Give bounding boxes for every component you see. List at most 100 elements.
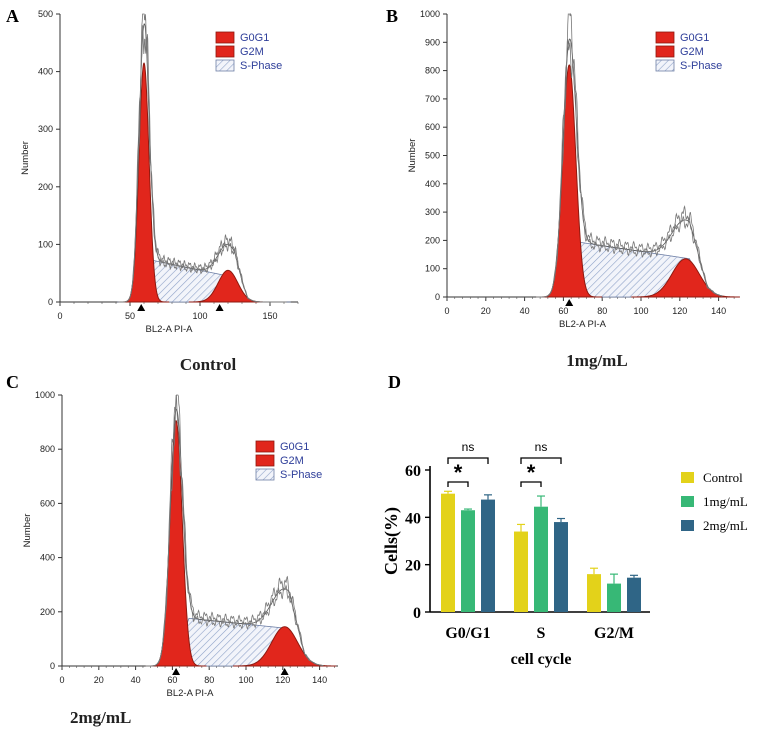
- legend-label: 2mg/mL: [703, 518, 748, 533]
- legend-label: 1mg/mL: [703, 494, 748, 509]
- legend-swatch-s-phase: [255, 468, 275, 481]
- x-tick-label: 120: [275, 675, 290, 685]
- x-tick-label: 80: [597, 306, 607, 316]
- x-tick-label: 80: [204, 675, 214, 685]
- measured-trace: [536, 38, 723, 298]
- panel-title: 1mg/mL: [566, 351, 627, 370]
- y-tick-label: 0: [413, 605, 421, 622]
- y-axis-label: Number: [407, 139, 418, 173]
- x-tick-label: 0: [444, 306, 449, 316]
- legend-label: G2M: [240, 46, 264, 58]
- x-tick-label: G2/M: [594, 625, 634, 642]
- star-bracket: [447, 481, 469, 487]
- y-tick-label: 0: [48, 297, 53, 307]
- legend-label: G0G1: [280, 441, 309, 453]
- x-axis-label: BL2-A PI-A: [146, 324, 194, 335]
- y-tick-label: 0: [50, 661, 55, 671]
- x-tick-label: 60: [167, 675, 177, 685]
- peak-marker: [137, 304, 146, 311]
- x-tick-label: 150: [262, 311, 277, 321]
- y-tick-label: 400: [40, 553, 55, 563]
- legend-swatch-g2m: [655, 45, 675, 58]
- y-tick-label: 100: [38, 239, 53, 249]
- x-tick-label: 0: [57, 311, 62, 321]
- legend-swatch-s-phase: [215, 59, 235, 72]
- x-tick-label: S: [537, 625, 546, 642]
- panel-letter-c: C: [6, 372, 19, 392]
- y-tick-label: 200: [425, 235, 440, 245]
- bar-chart-cell-cycle: 0 20 40 60 Cells(%) cell cycle G0/G1 S G2/M ns * ns…: [381, 440, 748, 668]
- legend-swatch-g2m: [255, 454, 275, 467]
- bar-g0g1-control: [441, 493, 455, 612]
- legend-swatch-g2m: [215, 45, 235, 58]
- legend-swatch-control: [681, 472, 694, 483]
- y-tick-label: 1000: [35, 390, 55, 400]
- x-axis-label: BL2-A PI-A: [167, 688, 215, 699]
- y-tick-label: 60: [405, 463, 421, 480]
- panel-letter-d: D: [388, 372, 401, 392]
- x-tick-label: 0: [59, 675, 64, 685]
- panel-letter-a: A: [6, 6, 19, 26]
- legend-label: Control: [703, 470, 743, 485]
- y-tick-label: 600: [425, 122, 440, 132]
- x-tick-label: 20: [481, 306, 491, 316]
- bar-s-control: [514, 531, 528, 612]
- measured-trace: [118, 25, 287, 303]
- y-axis-label: Number: [20, 141, 31, 175]
- y-tick-label: 500: [425, 151, 440, 161]
- y-tick-label: 600: [40, 498, 55, 508]
- ns-label: ns: [535, 440, 548, 454]
- star-bracket: [520, 481, 542, 487]
- y-tick-label: 200: [38, 182, 53, 192]
- panel-title: 2mg/mL: [70, 708, 131, 727]
- panel-title: Control: [180, 355, 237, 374]
- x-tick-label: 100: [192, 311, 207, 321]
- legend-label: G0G1: [240, 32, 269, 44]
- y-tick-label: 300: [38, 124, 53, 134]
- x-tick-label: 50: [125, 311, 135, 321]
- y-tick-label: 1000: [420, 9, 440, 19]
- histogram-control: 0 50 100 150 0 100 200 300 400 500 BL2-A PI-A Numbe…: [20, 9, 299, 374]
- x-axis-label: BL2-A PI-A: [559, 319, 607, 330]
- x-tick-label: G0/G1: [445, 625, 490, 642]
- bar-g2m-1mgml: [607, 583, 621, 612]
- y-axis-label: Cells(%): [381, 507, 402, 575]
- x-tick-label: 20: [94, 675, 104, 685]
- histogram-2mg: 0 20 40 60 80 100 120 140 0 200 400 600 800 1000 BL2-A…: [22, 390, 338, 727]
- y-tick-label: 100: [425, 264, 440, 274]
- y-tick-label: 800: [40, 444, 55, 454]
- legend-swatch-g0g1: [215, 31, 235, 44]
- histogram-1mg: 0 20 40 60 80 100 120 140 0 100 200 300 400 500 600 700…: [407, 9, 740, 370]
- x-tick-label: 140: [711, 306, 726, 316]
- peak-marker: [215, 304, 224, 311]
- x-tick-label: 100: [238, 675, 253, 685]
- y-tick-label: 700: [425, 94, 440, 104]
- x-tick-label: 100: [633, 306, 648, 316]
- y-axis-label: Number: [22, 514, 33, 548]
- legend-swatch-g0g1: [655, 31, 675, 44]
- y-tick-label: 40: [405, 510, 421, 527]
- legend-swatch-g0g1: [255, 440, 275, 453]
- y-tick-label: 900: [425, 37, 440, 47]
- ns-bracket: [447, 457, 489, 464]
- bar-s-2mgml: [554, 522, 568, 612]
- bar-g0g1-1mgml: [461, 510, 475, 612]
- legend-swatch-2mgml: [681, 520, 694, 531]
- legend-label: S-Phase: [240, 60, 282, 72]
- y-tick-label: 800: [425, 66, 440, 76]
- legend-label: S-Phase: [680, 60, 722, 72]
- y-tick-label: 400: [38, 67, 53, 77]
- legend-swatch-s-phase: [655, 59, 675, 72]
- peak-marker: [565, 299, 574, 306]
- peak-marker: [172, 668, 181, 675]
- ns-label: ns: [462, 440, 475, 454]
- legend-swatch-1mgml: [681, 496, 694, 507]
- bar-g2m-control: [587, 574, 601, 612]
- legend-label: G2M: [280, 455, 304, 467]
- legend-label: G2M: [680, 46, 704, 58]
- x-tick-label: 40: [520, 306, 530, 316]
- ns-bracket: [520, 457, 562, 464]
- significance-star: *: [527, 460, 536, 485]
- y-tick-label: 400: [425, 179, 440, 189]
- peak-marker: [280, 668, 289, 675]
